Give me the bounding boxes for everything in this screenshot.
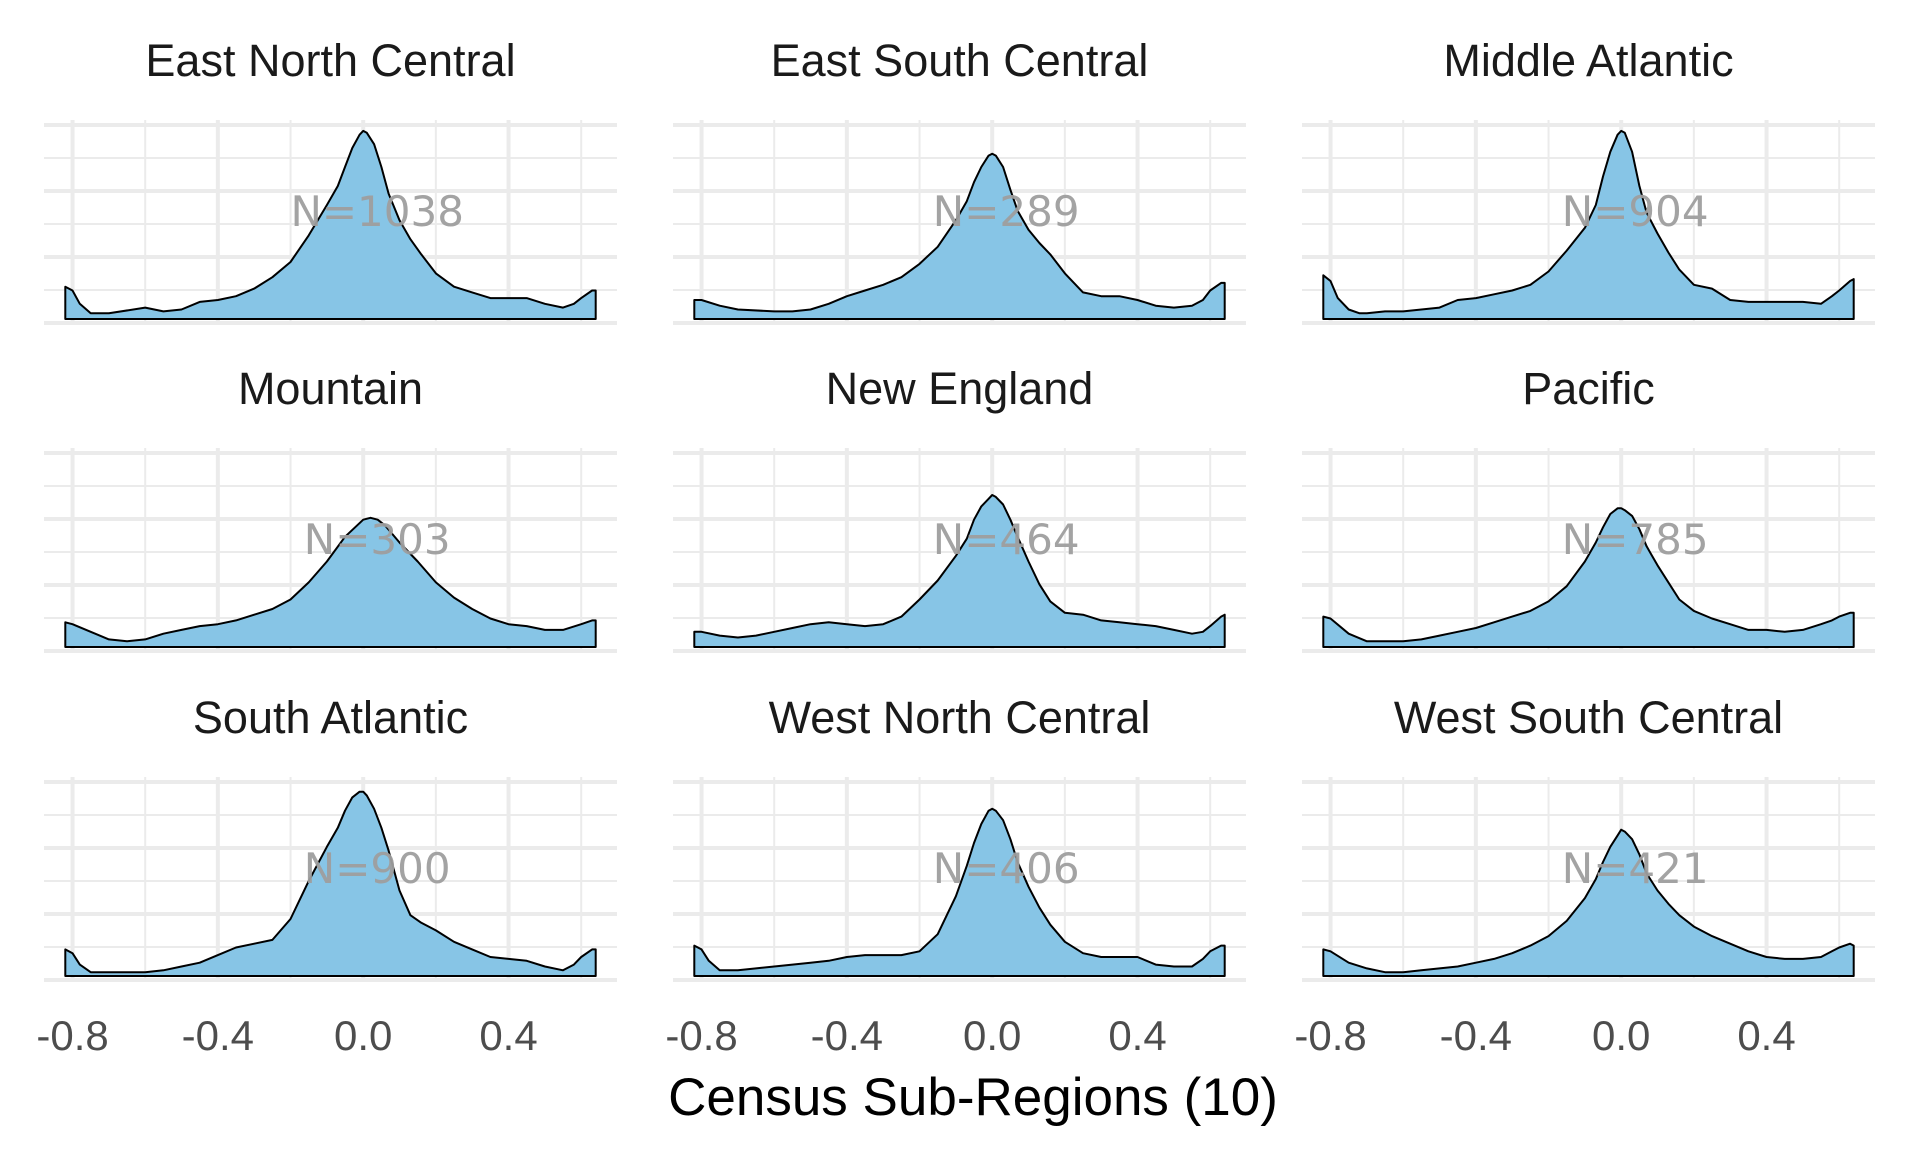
x-tick-label: 0.0 xyxy=(1592,1012,1650,1059)
density-area xyxy=(693,152,1226,320)
facet-title: West North Central xyxy=(769,692,1151,743)
n-count-label: N=421 xyxy=(1562,844,1709,893)
x-tick-label: -0.8 xyxy=(665,1012,737,1059)
facet-title: West South Central xyxy=(1394,692,1783,743)
n-count-label: N=785 xyxy=(1562,515,1709,564)
facet-title: Pacific xyxy=(1522,363,1655,414)
facet-panel: West North Central N=406 xyxy=(673,692,1246,982)
facet-panel: South Atlantic N=900 xyxy=(44,692,617,982)
n-count-label: N=289 xyxy=(933,187,1080,236)
x-tick-label: 0.4 xyxy=(1108,1012,1166,1059)
facet-panel: East North Central N=1038 xyxy=(44,35,617,325)
facet-title: New England xyxy=(826,363,1094,414)
facet-title: East North Central xyxy=(145,35,515,86)
x-tick-label: -0.4 xyxy=(811,1012,883,1059)
facet-title: South Atlantic xyxy=(193,692,468,743)
n-count-label: N=406 xyxy=(933,844,1080,893)
facet-panel: West South Central N=421 xyxy=(1302,692,1875,982)
facet-panel: Mountain N=303 xyxy=(44,363,617,653)
x-tick-label: 0.4 xyxy=(479,1012,537,1059)
facet-panel: East South Central N=289 xyxy=(673,35,1246,325)
facet-title: Middle Atlantic xyxy=(1443,35,1733,86)
density-area xyxy=(1322,507,1855,648)
density-area xyxy=(693,494,1226,648)
facet-panel: New England N=464 xyxy=(673,363,1246,653)
x-tick-label: 0.4 xyxy=(1737,1012,1795,1059)
x-tick-label: -0.4 xyxy=(1440,1012,1512,1059)
facet-panel: Middle Atlantic N=904 xyxy=(1302,35,1875,325)
x-axis-title: Census Sub-Regions (10) xyxy=(668,1068,1278,1127)
n-count-label: N=464 xyxy=(933,515,1080,564)
density-area xyxy=(64,129,597,320)
x-tick-label: -0.4 xyxy=(182,1012,254,1059)
x-tick-label: 0.0 xyxy=(334,1012,392,1059)
density-area xyxy=(693,807,1226,977)
x-tick-label: -0.8 xyxy=(36,1012,108,1059)
facet-title: East South Central xyxy=(771,35,1149,86)
density-area xyxy=(1322,828,1855,977)
facet-title: Mountain xyxy=(238,363,423,414)
n-count-label: N=900 xyxy=(304,844,451,893)
facet-panel: Pacific N=785 xyxy=(1302,363,1875,653)
x-tick-label: -0.8 xyxy=(1294,1012,1366,1059)
n-count-label: N=904 xyxy=(1562,187,1709,236)
density-area xyxy=(1322,129,1855,320)
n-count-label: N=303 xyxy=(304,515,451,564)
n-count-label: N=1038 xyxy=(290,187,464,236)
density-area xyxy=(64,790,597,977)
x-tick-label: 0.0 xyxy=(963,1012,1021,1059)
density-area xyxy=(64,516,597,648)
